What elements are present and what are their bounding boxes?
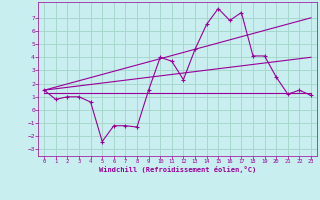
X-axis label: Windchill (Refroidissement éolien,°C): Windchill (Refroidissement éolien,°C) — [99, 166, 256, 173]
